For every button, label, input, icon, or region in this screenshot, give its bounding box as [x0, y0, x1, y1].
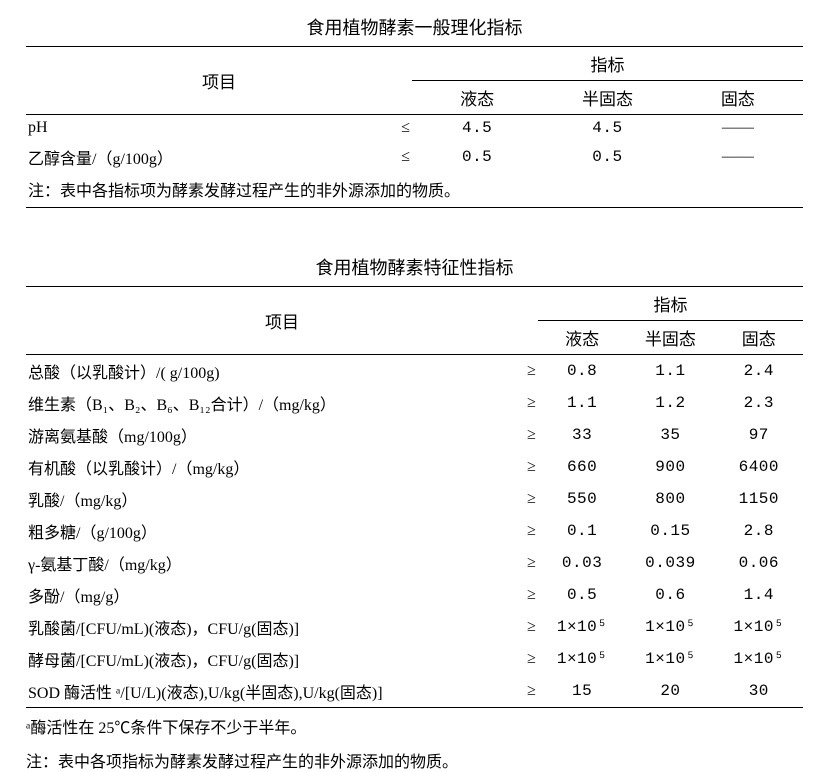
table1-item-op: ≤: [362, 141, 412, 173]
table2-item-op: ≥: [498, 387, 538, 419]
table2-col-2: 固态: [715, 321, 803, 355]
table2-val: 6400: [715, 451, 803, 483]
table2-item-op: ≥: [498, 355, 538, 388]
table2-val: 97: [715, 419, 803, 451]
table2-item-label: γ-氨基丁酸/（mg/kg）: [26, 547, 498, 579]
page-root: 食用植物酵素一般理化指标 项目 指标 液态 半固态 固态 pH ≤ 4.5: [0, 0, 829, 733]
table2-val: 15: [538, 675, 626, 708]
table1-header-item: 项目: [26, 47, 412, 115]
table2-val: 0.039: [626, 547, 714, 579]
table2-item-op: ≥: [498, 419, 538, 451]
table2-val: 0.15: [626, 515, 714, 547]
table2-val: 30: [715, 675, 803, 708]
table2-row: 酵母菌/[CFU/mL)(液态)，CFU/g(固态)] ≥ 1×10⁵ 1×10…: [26, 643, 803, 675]
table1-item-label: pH: [26, 115, 362, 142]
table2-row: SOD 酶活性 ᵃ/[U/L)(液态),U/kg(半固态),U/kg(固态)] …: [26, 675, 803, 708]
table2-val: 0.03: [538, 547, 626, 579]
table2-item-label: 乳酸菌/[CFU/mL)(液态)，CFU/g(固态)]: [26, 611, 498, 643]
table2-row: 多酚/（mg/g） ≥ 0.5 0.6 1.4: [26, 579, 803, 611]
table2-val: 0.6: [626, 579, 714, 611]
table2-val: 1.1: [626, 355, 714, 388]
table2-val: 800: [626, 483, 714, 515]
table1-header-metric: 指标: [412, 47, 803, 81]
table2-val: 35: [626, 419, 714, 451]
table2-item-op: ≥: [498, 611, 538, 643]
table2-row: 乳酸菌/[CFU/mL)(液态)，CFU/g(固态)] ≥ 1×10⁵ 1×10…: [26, 611, 803, 643]
table2-note: 注：表中各项指标为酵素发酵过程产生的非外源添加的物质。: [26, 742, 803, 772]
table2-val: 1×10⁵: [538, 643, 626, 675]
table2-val: 20: [626, 675, 714, 708]
table2-val: 1×10⁵: [626, 611, 714, 643]
table2-header-metric: 指标: [538, 287, 803, 321]
table2-val: 550: [538, 483, 626, 515]
table2-item-op: ≥: [498, 547, 538, 579]
table1-title: 食用植物酵素一般理化指标: [26, 14, 803, 46]
table1-row: pH ≤ 4.5 4.5 ——: [26, 115, 803, 142]
table2-item-op: ≥: [498, 451, 538, 483]
table1-note: 注：表中各指标项为酵素发酵过程产生的非外源添加的物质。: [26, 173, 803, 208]
table2-row: 游离氨基酸（mg/100g） ≥ 33 35 97: [26, 419, 803, 451]
table2-col-1: 半固态: [626, 321, 714, 355]
table1-item-op: ≤: [362, 115, 412, 142]
table2-val: 33: [538, 419, 626, 451]
table2-row: 乳酸/（mg/kg） ≥ 550 800 1150: [26, 483, 803, 515]
table2-item-label: 维生素（B₁、B₂、B₆、B₁₂合计）/（mg/kg）: [26, 387, 498, 419]
table2-val: 1×10⁵: [715, 611, 803, 643]
table1: 项目 指标 液态 半固态 固态 pH ≤ 4.5 4.5 —— 乙醇含量/（g/…: [26, 46, 803, 208]
table2-row: 有机酸（以乳酸计）/（mg/kg） ≥ 660 900 6400: [26, 451, 803, 483]
table2-item-op: ≥: [498, 579, 538, 611]
table2-val: 0.8: [538, 355, 626, 388]
table2-header-item: 项目: [26, 287, 538, 355]
table1-item-label: 乙醇含量/（g/100g）: [26, 141, 362, 173]
table-spacer: [26, 208, 803, 254]
table2-item-op: ≥: [498, 483, 538, 515]
table2-item-label: 多酚/（mg/g）: [26, 579, 498, 611]
table2-val: 2.3: [715, 387, 803, 419]
table1-val: 4.5: [542, 115, 672, 142]
table2-row: 维生素（B₁、B₂、B₆、B₁₂合计）/（mg/kg） ≥ 1.1 1.2 2.…: [26, 387, 803, 419]
table2-val: 1.2: [626, 387, 714, 419]
table1-col-2: 固态: [673, 81, 803, 115]
table2-item-op: ≥: [498, 515, 538, 547]
table2-row: 粗多糖/（g/100g） ≥ 0.1 0.15 2.8: [26, 515, 803, 547]
table2-val: 0.1: [538, 515, 626, 547]
table2-item-op: ≥: [498, 643, 538, 675]
table2-row: 总酸（以乳酸计）/( g/100g) ≥ 0.8 1.1 2.4: [26, 355, 803, 388]
table2-title: 食用植物酵素特征性指标: [26, 254, 803, 286]
table2-val: 900: [626, 451, 714, 483]
table2-val: 1×10⁵: [538, 611, 626, 643]
table2-item-label: 有机酸（以乳酸计）/（mg/kg）: [26, 451, 498, 483]
table1-val: 0.5: [542, 141, 672, 173]
table1-val: ——: [673, 115, 803, 142]
table2-item-label: 乳酸/（mg/kg）: [26, 483, 498, 515]
table1-note-row: 注：表中各指标项为酵素发酵过程产生的非外源添加的物质。: [26, 173, 803, 208]
table2-val: 1.1: [538, 387, 626, 419]
table2-item-label: 总酸（以乳酸计）/( g/100g): [26, 355, 498, 388]
table2-item-label: 粗多糖/（g/100g）: [26, 515, 498, 547]
table2-item-label: 酵母菌/[CFU/mL)(液态)，CFU/g(固态)]: [26, 643, 498, 675]
table2-val: 1×10⁵: [626, 643, 714, 675]
table2-val: 2.8: [715, 515, 803, 547]
table1-val: 0.5: [412, 141, 542, 173]
table2-val: 660: [538, 451, 626, 483]
table2-val: 1150: [715, 483, 803, 515]
table1-val: ——: [673, 141, 803, 173]
table2-item-label: 游离氨基酸（mg/100g）: [26, 419, 498, 451]
table2-val: 2.4: [715, 355, 803, 388]
table1-col-0: 液态: [412, 81, 542, 115]
table1-col-1: 半固态: [542, 81, 672, 115]
table2: 项目 指标 液态 半固态 固态 总酸（以乳酸计）/( g/100g) ≥ 0.8…: [26, 286, 803, 708]
table2-col-0: 液态: [538, 321, 626, 355]
table2-item-op: ≥: [498, 675, 538, 708]
table2-footnote-a: ᵃ酶活性在 25℃条件下保存不少于半年。: [26, 708, 803, 742]
table2-val: 0.06: [715, 547, 803, 579]
table2-item-label: SOD 酶活性 ᵃ/[U/L)(液态),U/kg(半固态),U/kg(固态)]: [26, 675, 498, 708]
table2-row: γ-氨基丁酸/（mg/kg） ≥ 0.03 0.039 0.06: [26, 547, 803, 579]
table2-val: 1×10⁵: [715, 643, 803, 675]
table2-val: 1.4: [715, 579, 803, 611]
table1-val: 4.5: [412, 115, 542, 142]
table1-row: 乙醇含量/（g/100g） ≤ 0.5 0.5 ——: [26, 141, 803, 173]
table2-val: 0.5: [538, 579, 626, 611]
